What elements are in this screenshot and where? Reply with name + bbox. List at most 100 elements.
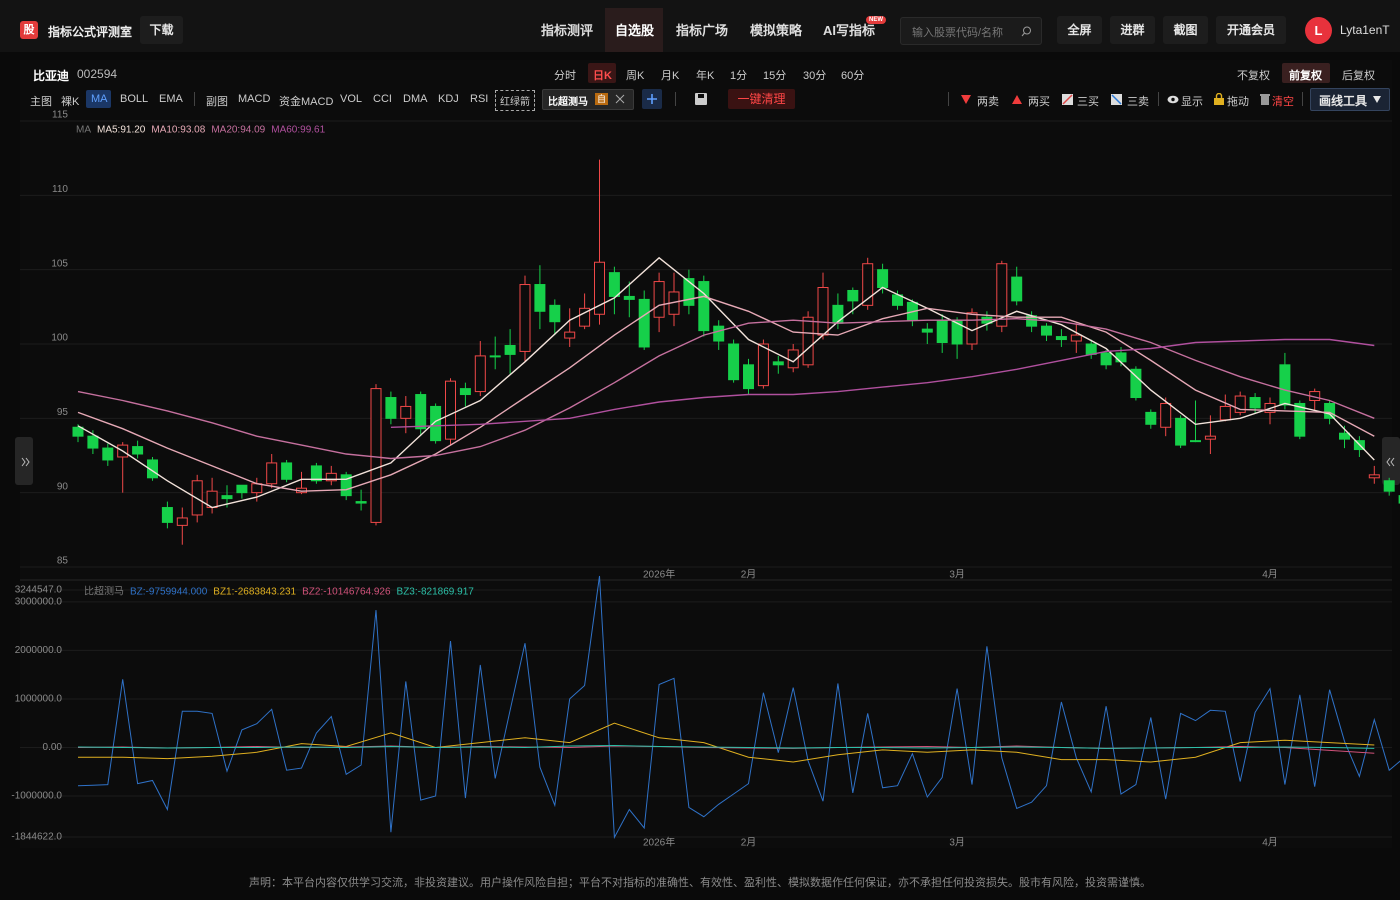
indicator-chip[interactable]: 比超测马 自 <box>542 89 634 110</box>
candle-body <box>385 397 397 419</box>
disclaimer: 声明：本平台内容仅供学习交流，非投资建议。用户操作风险自担；平台不对指标的准确性… <box>249 877 1151 889</box>
nav-item-active[interactable]: 自选股 <box>615 23 655 38</box>
separator <box>1158 92 1159 106</box>
period[interactable]: 分时 <box>554 70 576 82</box>
nav-active-bg <box>605 8 663 52</box>
candle-body <box>757 343 769 387</box>
adjust-option[interactable]: 不复权 <box>1237 70 1270 82</box>
candle-body <box>817 287 829 336</box>
main-indicator[interactable]: EMA <box>159 93 183 105</box>
candle-body <box>1324 402 1336 419</box>
candle-body <box>400 405 412 419</box>
save-icon[interactable] <box>695 93 707 105</box>
sub-indicator[interactable]: 资金MACD <box>279 96 334 108</box>
period[interactable]: 15分 <box>763 70 787 82</box>
avatar[interactable]: L <box>1305 17 1332 44</box>
add-button[interactable] <box>642 89 662 109</box>
nav-item[interactable]: 指标广场 <box>676 23 729 38</box>
candle-body <box>281 462 293 480</box>
search-box[interactable]: 输入股票代码/名称 <box>900 17 1042 45</box>
candle-body <box>1190 440 1201 443</box>
x-tick-label: 4月 <box>1262 837 1278 849</box>
period[interactable]: 1分 <box>730 70 748 82</box>
y-tick-label: 85 <box>57 556 69 567</box>
stock-name: 比亚迪 <box>33 69 70 83</box>
username[interactable]: Lyta1enT <box>1340 23 1390 37</box>
legend-entry: MA60:99.61 <box>271 125 325 136</box>
candle-body <box>1100 352 1112 366</box>
candle-body <box>147 459 158 479</box>
header-button[interactable]: 截图 <box>1163 16 1208 44</box>
candle-body <box>1219 405 1231 421</box>
signal-toggle[interactable]: 三卖 <box>1127 96 1149 108</box>
candle-body <box>683 278 695 306</box>
period[interactable]: 年K <box>696 70 715 82</box>
sub-indicator[interactable]: MACD <box>238 93 271 105</box>
candle-body <box>1175 417 1187 446</box>
x-tick-label: 3月 <box>949 837 965 849</box>
candle-body <box>474 355 486 393</box>
period-active[interactable]: 日K <box>593 70 612 82</box>
x-tick-label: 2026年 <box>643 836 675 849</box>
period[interactable]: 30分 <box>803 70 827 82</box>
chip-close[interactable] <box>615 94 625 104</box>
candle-body <box>1160 402 1172 428</box>
main-indicator[interactable]: BOLL <box>120 93 149 105</box>
ma-line <box>77 317 1375 460</box>
candle-body <box>653 281 665 318</box>
header-button[interactable]: 进群 <box>1110 16 1155 44</box>
sub-indicator[interactable]: KDJ <box>438 93 459 105</box>
signal-toggle[interactable]: 两卖 <box>977 96 999 108</box>
adjust-active-bg <box>1282 63 1330 83</box>
candle-body <box>87 435 99 449</box>
main-indicator-active[interactable]: MA <box>91 93 108 105</box>
period[interactable]: 周K <box>626 70 645 82</box>
separator <box>194 92 195 106</box>
sub-indicator[interactable]: VOL <box>340 93 363 105</box>
signal-toggle[interactable]: 三买 <box>1077 96 1099 108</box>
chip-tag: 自 <box>595 93 608 105</box>
y-tick-label: 3000000.0 <box>15 597 63 608</box>
y-tick-label: 115 <box>52 110 68 121</box>
stock-code: 002594 <box>77 67 118 81</box>
candle-body <box>832 304 844 324</box>
adjust-option-active[interactable]: 前复权 <box>1289 70 1322 82</box>
adjust-option[interactable]: 后复权 <box>1342 70 1375 82</box>
candle-body <box>176 517 188 526</box>
nav-item[interactable]: 指标测评 <box>541 23 594 38</box>
candle-body <box>698 281 710 332</box>
sub-indicator[interactable]: DMA <box>403 93 428 105</box>
period[interactable]: 月K <box>661 70 680 82</box>
nav-item[interactable]: AI写指标 <box>823 23 876 38</box>
app-title[interactable]: 指标公式评测室 <box>48 25 133 39</box>
draw-tool-button[interactable]: 画线工具 <box>1310 88 1390 111</box>
download-button[interactable]: 下载 <box>140 16 183 44</box>
candle-body <box>996 263 1008 327</box>
view-toggle[interactable]: 拖动 <box>1227 96 1249 108</box>
y-tick-label: -1000000.0 <box>11 791 62 802</box>
side-toggle-right[interactable] <box>1382 437 1400 485</box>
logo[interactable]: 股 <box>20 21 38 39</box>
clear-all-button[interactable]: 一键清理 <box>728 89 795 109</box>
separator <box>948 92 949 106</box>
period[interactable]: 60分 <box>841 70 865 82</box>
side-toggle-left[interactable] <box>15 437 33 485</box>
search-placeholder: 输入股票代码/名称 <box>912 27 1004 39</box>
arrow-toggle[interactable]: 红绿箭 <box>495 90 535 111</box>
indicator-line <box>77 744 1375 749</box>
view-toggle[interactable]: 清空 <box>1272 96 1294 108</box>
candle-body <box>847 289 859 302</box>
header-button[interactable]: 开通会员 <box>1216 16 1286 44</box>
main-indicator[interactable]: 裸K <box>61 96 80 108</box>
header-button[interactable]: 全屏 <box>1057 16 1102 44</box>
view-toggle[interactable]: 显示 <box>1181 96 1203 108</box>
y-tick-label: 2000000.0 <box>15 645 63 656</box>
candle-body <box>772 361 784 366</box>
x-tick-label: 3月 <box>949 569 965 581</box>
sub-indicator[interactable]: RSI <box>470 93 489 105</box>
candle-body <box>1055 336 1067 341</box>
nav-item[interactable]: 模拟策略 <box>750 23 803 38</box>
signal-toggle[interactable]: 两买 <box>1028 96 1050 108</box>
sub-indicator[interactable]: CCI <box>373 93 392 105</box>
candle-body <box>549 304 561 323</box>
